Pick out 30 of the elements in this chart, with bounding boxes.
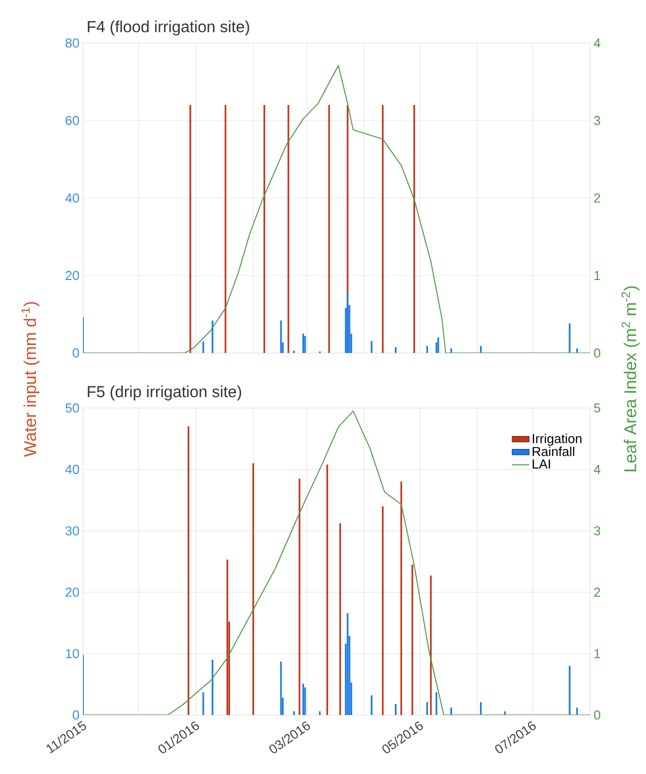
chart-title: F4 (flood irrigation site) [88, 20, 250, 36]
legend-label: LAI [532, 460, 550, 468]
y-tick-label: 40 [65, 193, 79, 203]
y2-tick-label: 0 [594, 710, 600, 720]
chart-title: F5 (drip irrigation site) [88, 386, 242, 400]
legend-label: Irrigation [532, 434, 582, 446]
y2-tick-label: 0 [594, 348, 600, 358]
y2-tick-label: 2 [594, 193, 600, 203]
y-tick-label: 30 [66, 526, 79, 536]
y2-tick-label: 5 [594, 403, 600, 413]
y2-tick-label: 3 [594, 116, 600, 126]
y-tick-label: 0 [72, 710, 79, 720]
y-tick-label: 0 [72, 348, 79, 358]
y-tick-label: 60 [66, 116, 79, 126]
y2-tick-label: 4 [594, 38, 600, 48]
y2-tick-label: 1 [594, 649, 600, 658]
y2-tick-label: 1 [594, 271, 600, 280]
y-tick-label: 40 [65, 464, 79, 474]
y-tick-label: 50 [66, 403, 79, 413]
y-tick-label: 20 [66, 588, 79, 597]
legend-label: Rainfall [532, 446, 574, 456]
y2-tick-label: 3 [594, 526, 600, 536]
y-tick-label: 20 [66, 270, 79, 280]
y-axis-title: Water input (mm d$^{-1}$) [21, 302, 40, 457]
y-tick-label: 10 [66, 648, 79, 658]
y2-tick-label: 4 [594, 464, 600, 474]
y-tick-label: 80 [66, 38, 79, 48]
line-series [83, 64, 590, 353]
y2-axis-title: Leaf Area Index (m$^{2}$ m$^{-2}$) [622, 286, 640, 472]
y2-tick-label: 2 [594, 588, 600, 597]
